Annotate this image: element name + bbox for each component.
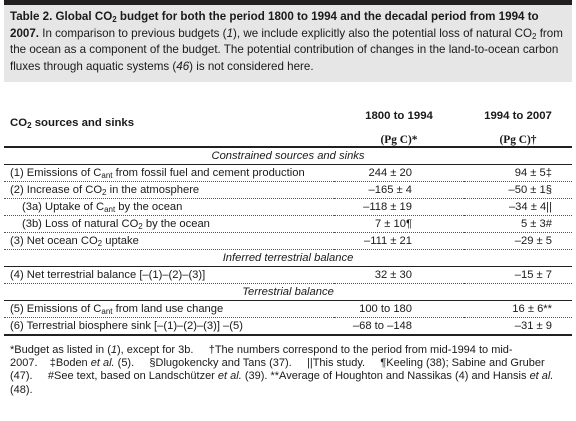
row-value-1800-1994: –111 ± 21 (334, 232, 464, 250)
footnote-part-5: (48). (10, 383, 33, 396)
section-terrestrial-label: Terrestrial balance (4, 283, 572, 301)
footnote-part-4: (39). **Average of Houghton and Nassikas… (241, 370, 530, 383)
row-label-a: (3) Net ocean CO (10, 235, 98, 247)
row-value-1994-2007: 16 ± 6** (464, 300, 572, 318)
row-value-1800-1994: –68 to –148 (334, 317, 464, 336)
table-row: (4) Net terrestrial balance [–(1)–(2)–(3… (4, 266, 572, 284)
section-constrained-label: Constrained sources and sinks (4, 147, 572, 165)
table-row: (3a) Uptake of Cant by the ocean –118 ± … (4, 198, 572, 216)
caption-title: Table 2. Global CO2 budget for both the … (10, 10, 539, 40)
caption-text-d: ) is not considered here. (189, 59, 314, 73)
footnote-part-1: *Budget as listed in ( (10, 344, 111, 356)
sources-label-b: sources and sinks (31, 117, 135, 129)
row-label-a: (6) Terrestrial biosphere sink [–(1)–(2)… (10, 320, 243, 332)
sources-label-sub: 2 (27, 121, 32, 130)
footnote-etal-2: et al. (217, 370, 242, 383)
row-label-a: (5) Emissions of C (10, 303, 102, 315)
row-value-1800-1994: 100 to 180 (334, 300, 464, 318)
row-value-1800-1994: 32 ± 30 (334, 266, 464, 284)
col2-header-line1: 1994 to 2007 (484, 110, 552, 122)
row-label: (5) Emissions of Cant from land use chan… (4, 300, 334, 318)
top-rule (4, 0, 572, 5)
row-label-b: from fossil fuel and cement production (112, 167, 305, 179)
row-label-a: (1) Emissions of C (10, 167, 102, 179)
caption-title-sub: 2 (112, 15, 117, 24)
col2-header-line2: (Pg C)† (499, 134, 537, 146)
table-row: (6) Terrestrial biosphere sink [–(1)–(2)… (4, 317, 572, 336)
section-inferred-label: Inferred terrestrial balance (4, 249, 572, 267)
section-terrestrial: Terrestrial balance (4, 283, 572, 301)
row-value-1800-1994: 7 ± 10¶ (334, 215, 464, 233)
row-label-sub: 2 (97, 239, 103, 248)
row-label-a: (4) Net terrestrial balance [–(1)–(2)–(3… (10, 269, 206, 281)
row-label: (3) Net ocean CO2 uptake (4, 232, 334, 250)
table-row: (3) Net ocean CO2 uptake –111 ± 21 –29 ±… (4, 232, 572, 250)
row-label-sub: 2 (102, 188, 107, 197)
co2-budget-table: CO2 sources and sinks 1800 to 1994 1994 … (4, 82, 572, 336)
footnote-part-3: (5). §Dlugokencky and Tans (37). ||This … (10, 357, 545, 383)
caption-text-b: ), we include explicitly also the potent… (233, 26, 533, 40)
row-label-b: from land use change (112, 303, 224, 315)
row-label: (2) Increase of CO2 in the atmosphere (4, 181, 334, 199)
row-label: (3b) Loss of natural CO2 by the ocean (4, 215, 334, 233)
row-value-1994-2007: –34 ± 4|| (464, 198, 572, 216)
caption-title-b: budget for both the period 1800 to 1994 … (10, 10, 539, 40)
row-label-b: uptake (102, 235, 139, 247)
footnote-part-2: ), except for 3b. †The numbers correspon… (10, 344, 513, 370)
row-label-a: (2) Increase of CO (10, 184, 103, 196)
row-label-b: by the ocean (142, 218, 210, 230)
header-row-1: CO2 sources and sinks 1800 to 1994 1994 … (4, 82, 572, 130)
row-label-sub: 2 (138, 222, 143, 231)
table-caption: Table 2. Global CO2 budget for both the … (4, 5, 572, 82)
footnote-etal-3: et al. (529, 370, 554, 383)
caption-title-a: Table 2. Global CO (10, 10, 113, 23)
caption-ref-2: 46 (176, 59, 190, 73)
row-value-1994-2007: 94 ± 5‡ (464, 164, 572, 182)
row-label-b: in the atmosphere (106, 184, 200, 196)
table-row: (1) Emissions of Cant from fossil fuel a… (4, 164, 572, 182)
row-label: (4) Net terrestrial balance [–(1)–(2)–(3… (4, 266, 334, 284)
row-value-1800-1994: –118 ± 19 (334, 198, 464, 216)
row-value-1800-1994: 244 ± 20 (334, 164, 464, 182)
section-inferred: Inferred terrestrial balance (4, 249, 572, 267)
row-value-1994-2007: 5 ± 3# (464, 215, 572, 233)
row-label-sub: ant (101, 307, 113, 316)
sources-sinks-header: CO2 sources and sinks (4, 82, 334, 147)
caption-ref-1: 1 (226, 26, 234, 40)
caption-text-sub: 2 (532, 31, 537, 41)
col1-header-line1: 1800 to 1994 (365, 110, 433, 122)
row-label-sub: ant (101, 171, 113, 180)
caption-text-a: In comparison to previous budgets ( (39, 26, 227, 40)
footnote-ref: 1 (110, 344, 118, 356)
row-value-1800-1994: –165 ± 4 (334, 181, 464, 199)
row-label-b: by the ocean (115, 201, 183, 213)
row-label-sub: ant (104, 205, 116, 214)
table-row: (3b) Loss of natural CO2 by the ocean 7 … (4, 215, 572, 233)
row-label-a: (3b) Loss of natural CO (22, 218, 139, 230)
sources-label-a: CO (10, 117, 28, 129)
row-label: (1) Emissions of Cant from fossil fuel a… (4, 164, 334, 182)
row-label: (3a) Uptake of Cant by the ocean (4, 198, 334, 216)
table-footnotes: *Budget as listed in (1), except for 3b.… (4, 344, 572, 397)
table-row: (2) Increase of CO2 in the atmosphere –1… (4, 181, 572, 199)
caption-text-c: from the ocean as a component of the bud… (10, 26, 563, 73)
table-row: (5) Emissions of Cant from land use chan… (4, 300, 572, 318)
row-value-1994-2007: –15 ± 7 (464, 266, 572, 284)
col1-header-line2: (Pg C)* (380, 134, 418, 146)
row-label: (6) Terrestrial biosphere sink [–(1)–(2)… (4, 317, 334, 336)
row-label-a: (3a) Uptake of C (22, 201, 105, 213)
row-value-1994-2007: –31 ± 9 (464, 317, 572, 336)
row-value-1994-2007: –29 ± 5 (464, 232, 572, 250)
footnote-etal-1: et al. (90, 357, 115, 370)
section-constrained: Constrained sources and sinks (4, 147, 572, 165)
row-value-1994-2007: –50 ± 1§ (464, 181, 572, 199)
